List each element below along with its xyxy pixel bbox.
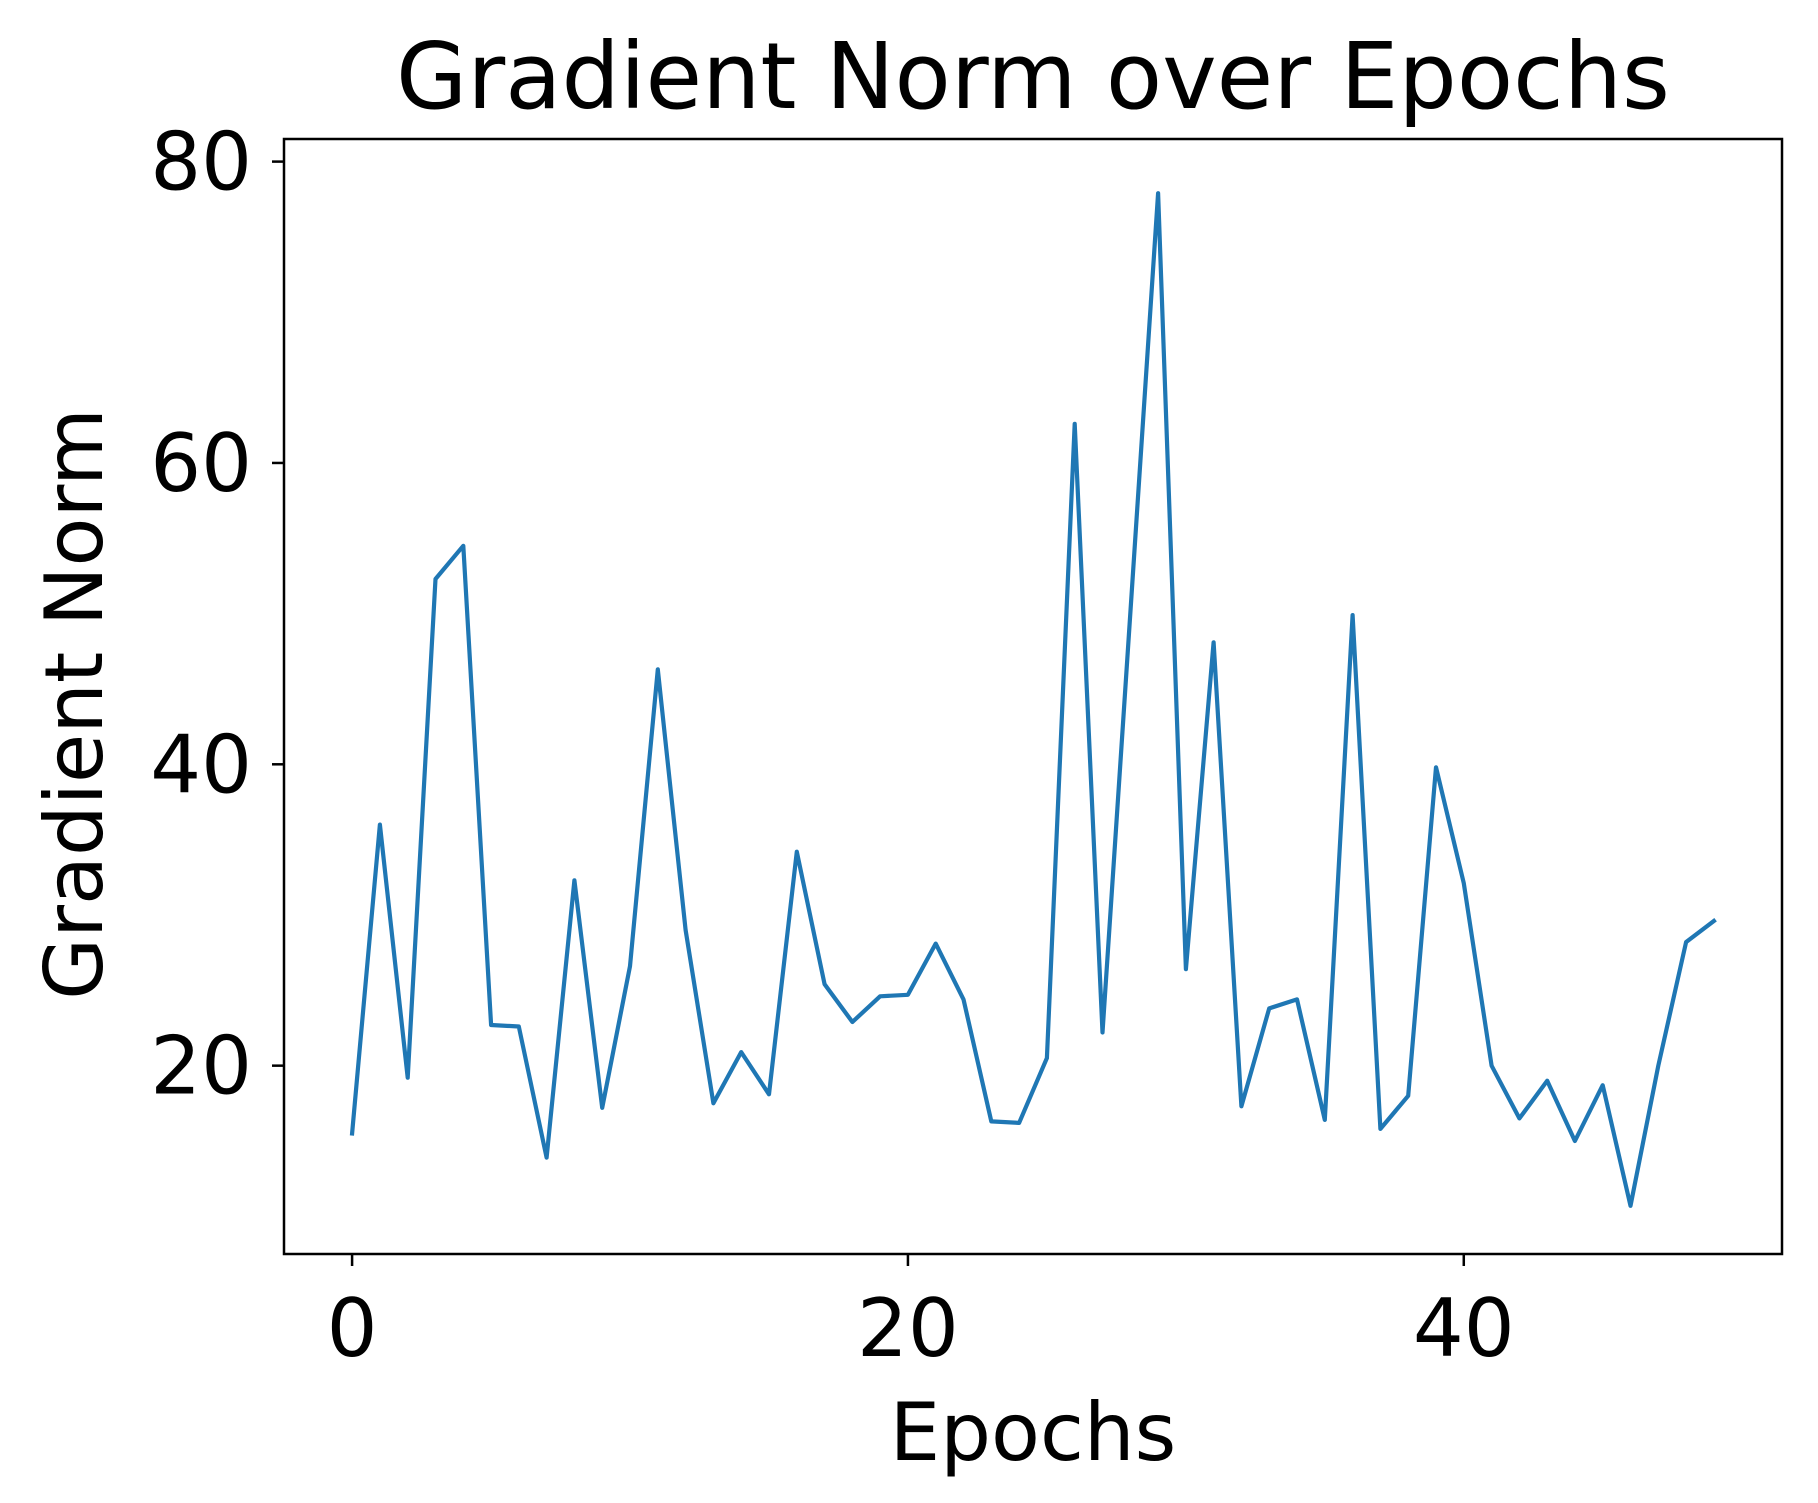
x-axis: 0 20 40 — [327, 1254, 1515, 1375]
y-axis-label: Gradient Norm — [28, 408, 121, 1000]
plot-area — [349, 191, 1717, 1208]
x-axis-label: Epochs — [890, 1386, 1177, 1479]
x-tick-label: 0 — [327, 1282, 378, 1375]
x-tick-label: 40 — [1413, 1282, 1515, 1375]
y-tick-label: 40 — [150, 718, 252, 811]
y-tick-label: 20 — [150, 1020, 252, 1113]
y-tick-label: 60 — [150, 417, 252, 510]
series-line-0 — [349, 191, 1717, 1208]
chart-title: Gradient Norm over Epochs — [396, 23, 1670, 130]
plot-frame — [282, 137, 1784, 1256]
y-axis: 20 40 60 80 — [150, 116, 284, 1113]
x-tick-label: 20 — [857, 1282, 959, 1375]
y-tick-label: 80 — [150, 116, 252, 209]
